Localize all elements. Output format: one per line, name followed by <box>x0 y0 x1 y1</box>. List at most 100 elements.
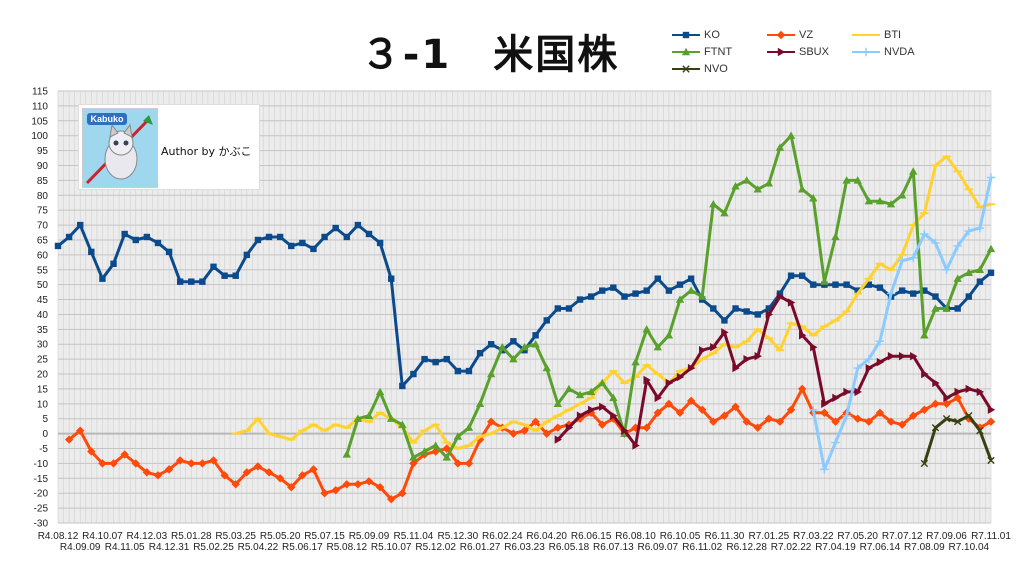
data-point-ko <box>565 305 573 312</box>
data-point-ftnt <box>742 176 751 184</box>
data-point-sbux <box>676 372 685 382</box>
series-line-sbux <box>556 295 993 447</box>
legend-marker-ftnt-icon <box>672 47 700 56</box>
data-point-vz <box>797 384 807 394</box>
data-point-ftnt <box>542 363 551 372</box>
data-point-sbux <box>732 363 740 373</box>
data-point-ko <box>388 275 395 282</box>
y-tick-label: 85 <box>37 176 49 187</box>
data-point-ftnt <box>853 176 862 184</box>
data-point-ftnt <box>409 453 418 461</box>
data-point-ko <box>487 341 495 348</box>
data-point-sbux <box>621 426 629 435</box>
data-point-nvda <box>920 229 929 239</box>
data-point-ko <box>121 230 128 238</box>
data-point-ko <box>798 272 806 279</box>
data-point-ftnt <box>731 182 740 190</box>
data-point-ko <box>765 305 773 312</box>
data-point-nvda <box>975 223 985 233</box>
data-point-vz <box>120 450 129 459</box>
data-point-vz <box>864 417 874 426</box>
data-point-ko <box>332 224 339 232</box>
author-label: Author by かぶこ <box>161 145 252 158</box>
data-point-vz <box>509 429 518 438</box>
data-point-ftnt <box>964 268 973 276</box>
data-point-ftnt <box>975 265 985 273</box>
y-tick-label: 90 <box>37 161 49 172</box>
data-point-vz <box>287 483 296 492</box>
y-tick-label: 35 <box>37 325 49 336</box>
data-point-ko <box>510 338 517 345</box>
x-tick-label: R4.12.31 <box>149 542 190 553</box>
data-point-ftnt <box>786 131 796 139</box>
author-box: Kabuko Author by かぶこ <box>78 104 260 190</box>
data-point-ko <box>787 272 795 279</box>
data-point-nvda <box>964 226 973 236</box>
data-point-vz <box>742 417 751 426</box>
data-point-ko <box>554 305 562 312</box>
y-tick-label: 25 <box>37 355 49 366</box>
legend-marker-ko-icon <box>672 31 700 39</box>
data-point-ko <box>921 287 928 294</box>
data-point-sbux <box>699 346 707 355</box>
data-point-ko <box>987 269 995 276</box>
data-point-vz <box>686 396 696 406</box>
data-point-ko <box>410 370 417 378</box>
data-point-sbux <box>854 387 862 397</box>
data-point-ftnt <box>698 292 707 300</box>
data-point-sbux <box>576 411 585 420</box>
data-point-nvo <box>965 412 973 420</box>
data-point-ko <box>643 287 650 294</box>
y-tick-label: 75 <box>37 206 49 217</box>
y-tick-label: 110 <box>32 101 48 112</box>
y-tick-label: 45 <box>37 295 49 306</box>
x-tick-label: R7.06.14 <box>860 542 901 553</box>
y-tick-label: -10 <box>34 459 49 470</box>
data-point-ko <box>454 367 462 375</box>
data-point-ko <box>432 358 439 366</box>
data-point-ko <box>399 382 406 390</box>
data-point-ftnt <box>387 414 396 422</box>
data-point-ftnt <box>364 411 374 419</box>
data-point-ftnt <box>797 185 807 193</box>
data-point-ko <box>354 221 362 229</box>
data-point-ftnt <box>831 232 840 241</box>
data-point-ftnt <box>642 325 651 333</box>
data-point-sbux <box>810 343 818 352</box>
data-point-ftnt <box>986 244 996 253</box>
data-point-ftnt <box>653 343 662 351</box>
data-point-ftnt <box>398 420 407 428</box>
data-point-nvo <box>942 415 951 423</box>
chart-title: ３-1 米国株 <box>360 32 620 78</box>
data-point-vz <box>753 423 762 432</box>
legend-item-vz: VZ <box>767 28 813 42</box>
data-point-sbux <box>887 351 896 361</box>
data-point-ftnt <box>942 304 951 312</box>
legend-item-nvda: NVDA <box>852 45 915 59</box>
data-point-ftnt <box>886 200 896 208</box>
y-tick-label: 105 <box>31 116 48 127</box>
x-tick-label: R5.12.30 <box>438 531 479 542</box>
data-point-ftnt <box>420 447 429 455</box>
data-point-ko <box>687 275 695 282</box>
x-tick-label: R6.11.02 <box>682 542 722 553</box>
y-tick-label: 95 <box>37 146 49 157</box>
svg-text:Kabuko: Kabuko <box>90 114 124 124</box>
data-point-ko <box>576 296 584 303</box>
data-point-ftnt <box>475 399 485 408</box>
data-point-ftnt <box>809 194 818 202</box>
data-point-ko <box>321 233 328 241</box>
x-tick-label: R5.03.25 <box>215 531 256 542</box>
data-point-nvo <box>976 426 984 435</box>
data-point-vz <box>698 405 707 414</box>
y-tick-label: 30 <box>37 340 49 351</box>
data-point-nvda <box>820 465 829 474</box>
data-point-sbux <box>743 354 751 364</box>
data-point-sbux <box>643 375 651 385</box>
x-tick-label: R5.06.17 <box>282 542 323 553</box>
data-point-sbux <box>776 292 785 301</box>
data-point-vz <box>131 459 140 468</box>
data-point-vz <box>975 423 985 432</box>
data-point-ko <box>665 287 673 294</box>
series-ftnt <box>342 131 996 461</box>
